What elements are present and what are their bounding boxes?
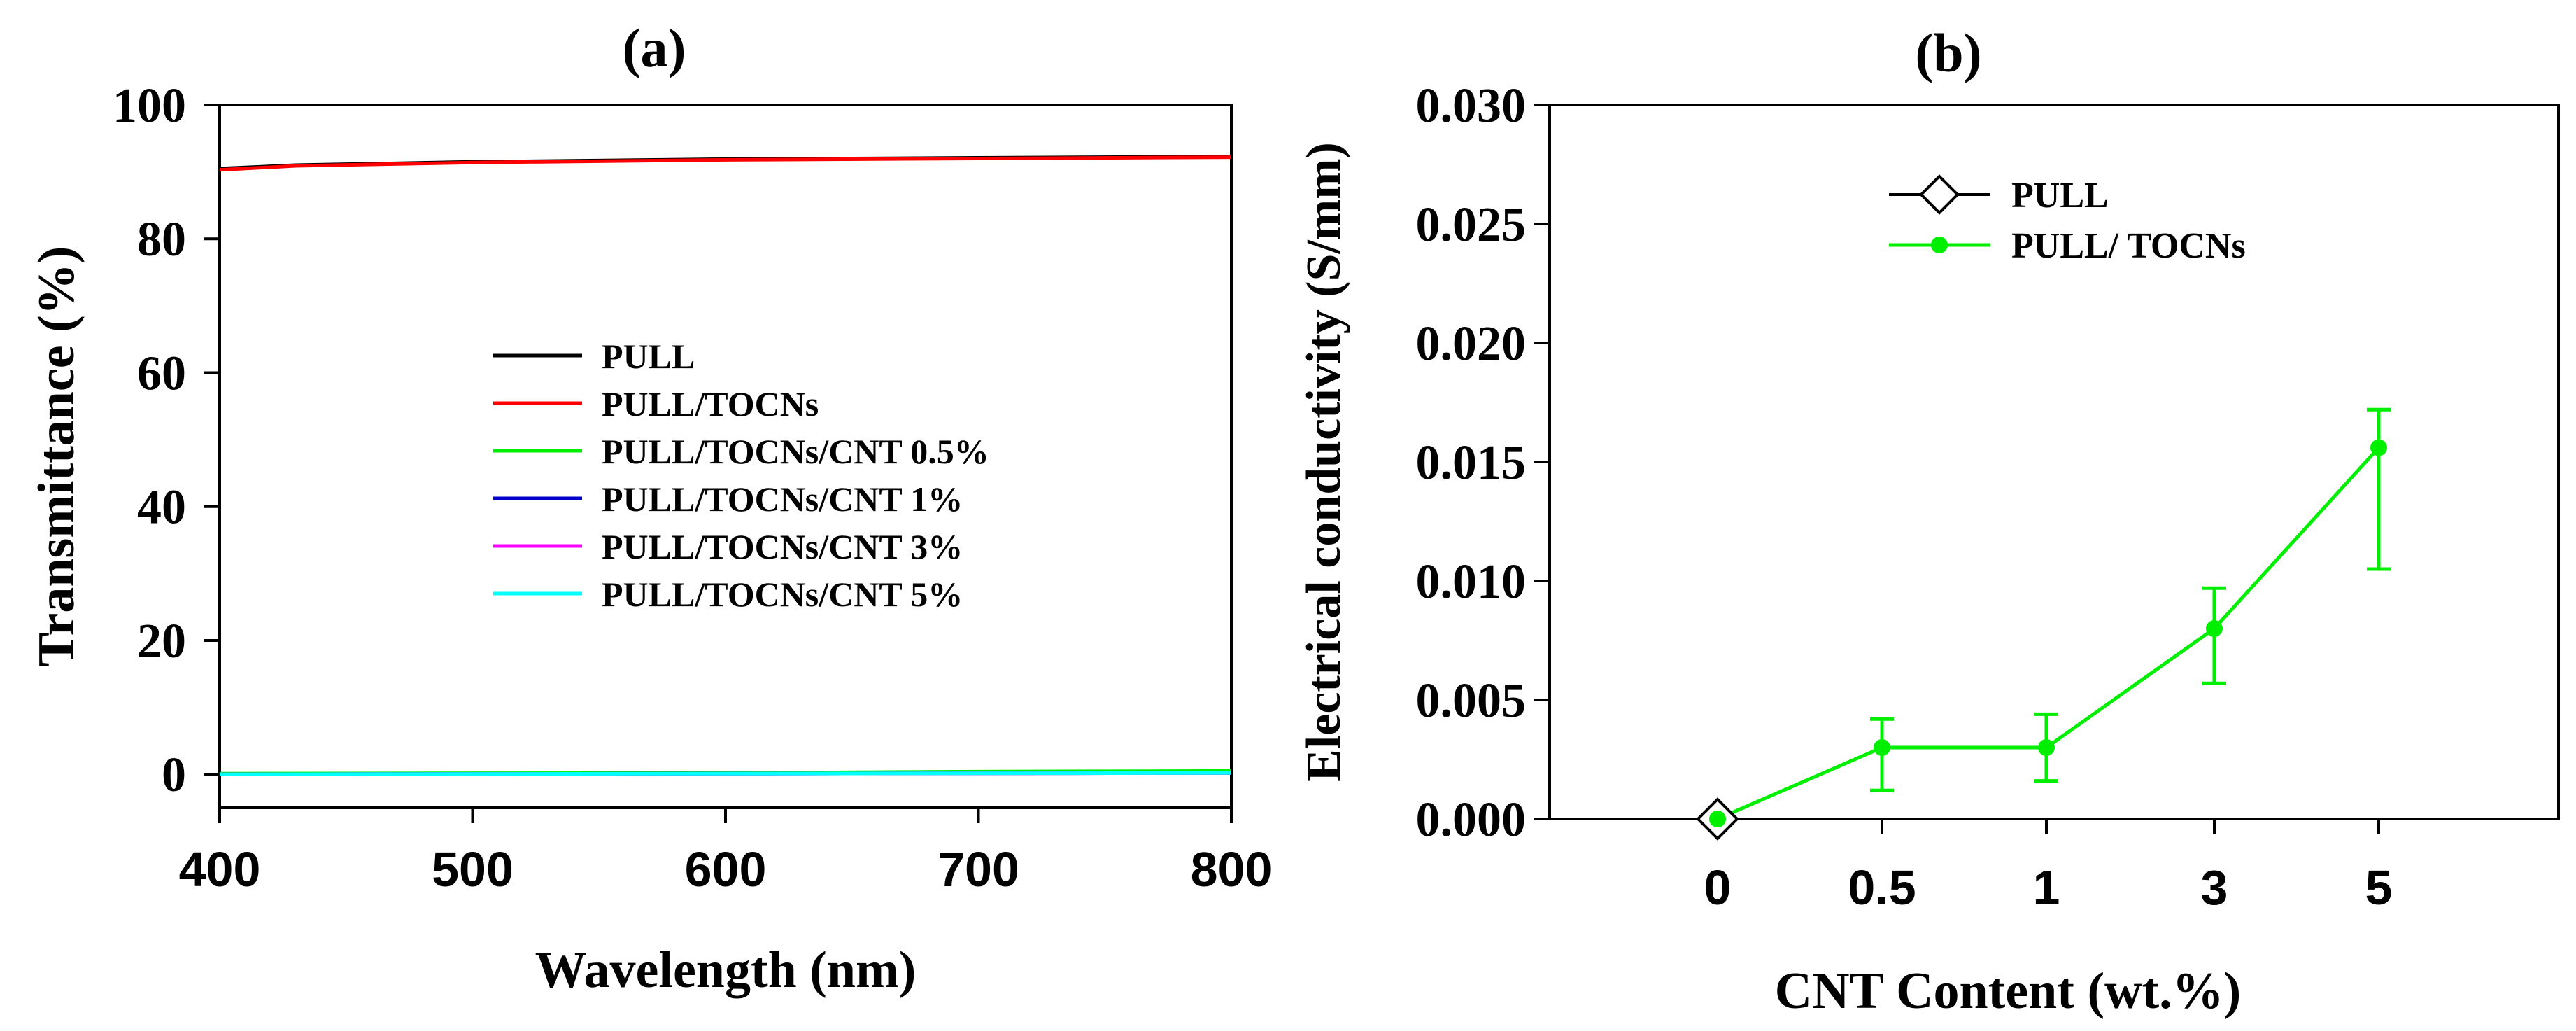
panel-a-x-tick-label: 600 [685,842,767,897]
panel-a-series-line-pull-tocns-cnt-5 [219,771,1232,776]
panel-a-y-tick-label: 100 [113,79,186,133]
panel-b-conductivity: (b) 0.0000.0050.0100.0150.0200.0250.030 … [1297,22,2560,1020]
panel-a-legend-label-pull-tocns-cnt-1: PULL/TOCNs/CNT 1% [602,479,963,519]
panel-a-series-lines [219,155,1232,776]
panel-b-x-tick-label: 0.5 [1848,860,1916,915]
panel-a-y-tick-label: 80 [137,213,186,267]
panel-b-label: (b) [1915,22,1981,83]
panel-a-y-tick-label: 60 [137,346,186,400]
panel-b-y-axis-title: Electrical conductivity (S/mm) [1297,142,1351,782]
panel-a-y-tick-label: 0 [162,748,186,802]
panel-b-x-tick-label: 0 [1704,860,1732,915]
panel-b-point-pull-tocns [2038,739,2055,756]
panel-b-series [1696,407,2391,841]
panel-b-x-axis: 0 0.5 1 3 5 [1704,819,2393,915]
panel-b-legend-label-pull: PULL [2011,176,2109,216]
panel-b-y-tick-label: 0.010 [1416,555,1527,609]
panel-a-y-tick-label: 20 [137,615,186,668]
panel-a-y-axis: 0 20 40 60 80 100 [113,79,220,802]
panel-a-legend-label-pull-tocns-cnt-0-5: PULL/TOCNs/CNT 0.5% [602,432,989,471]
panel-b-point-pull-tocns [1709,811,1726,827]
panel-b-point-pull-tocns [2370,439,2387,456]
panel-b-x-axis-title: CNT Content (wt.%) [1775,962,2242,1020]
panel-a-x-tick-label: 800 [1191,842,1273,897]
panel-b-y-tick-label: 0.025 [1416,198,1527,252]
panel-a-label: (a) [623,17,686,78]
panel-a-x-tick-label: 500 [432,842,514,897]
panel-b-x-tick-label: 1 [2033,860,2060,915]
panel-a-legend: PULL PULL/TOCNs PULL/TOCNs/CNT 0.5% PULL/TO… [493,337,989,614]
panel-a-series-line-pull-tocns [219,155,1232,172]
panel-a-legend-label-pull-tocns: PULL/TOCNs [602,384,819,423]
panel-a-y-tick-label: 40 [137,481,186,535]
panel-a-legend-label-pull-tocns-cnt-5: PULL/TOCNs/CNT 5% [602,575,963,614]
panel-b-y-tick-label: 0.030 [1416,79,1527,133]
panel-b-y-axis: 0.000 0.005 0.010 0.015 0.020 0.025 0.030 [1416,79,1550,847]
panel-a-x-axis: 400 500 600 700 800 [179,808,1273,897]
panel-b-x-tick-label: 3 [2201,860,2228,915]
panel-b-y-tick-label: 0.000 [1416,793,1527,847]
panel-a-y-axis-title: Transmittance (%) [28,246,85,667]
panel-b-x-tick-label: 5 [2365,860,2393,915]
panel-a-x-tick-label: 400 [179,842,261,897]
panel-b-legend-label-pull-tocns: PULL/ TOCNs [2011,226,2246,266]
panel-b-y-tick-label: 0.020 [1416,317,1527,371]
panel-b-point-pull-tocns [2206,620,2223,637]
panel-b-legend: PULL PULL/ TOCNs [1889,174,2246,266]
panel-b-legend-marker-pull [1919,174,1960,215]
panel-b-y-tick-label: 0.005 [1416,674,1527,728]
panel-b-point-pull-tocns [1874,739,1890,756]
panel-b-legend-marker-pull-tocns [1931,237,1948,253]
panel-b-y-tick-label: 0.015 [1416,436,1527,490]
panel-a-transmittance: (a) 400 500 600 700 800 0 20 40 60 80 100 Wavelen… [28,17,1272,999]
panel-a-legend-label-pull: PULL [602,337,695,376]
panel-a-x-axis-title: Wavelength (nm) [535,941,917,999]
panel-a-x-tick-label: 700 [937,842,1019,897]
panel-a-legend-label-pull-tocns-cnt-3: PULL/TOCNs/CNT 3% [602,527,963,566]
